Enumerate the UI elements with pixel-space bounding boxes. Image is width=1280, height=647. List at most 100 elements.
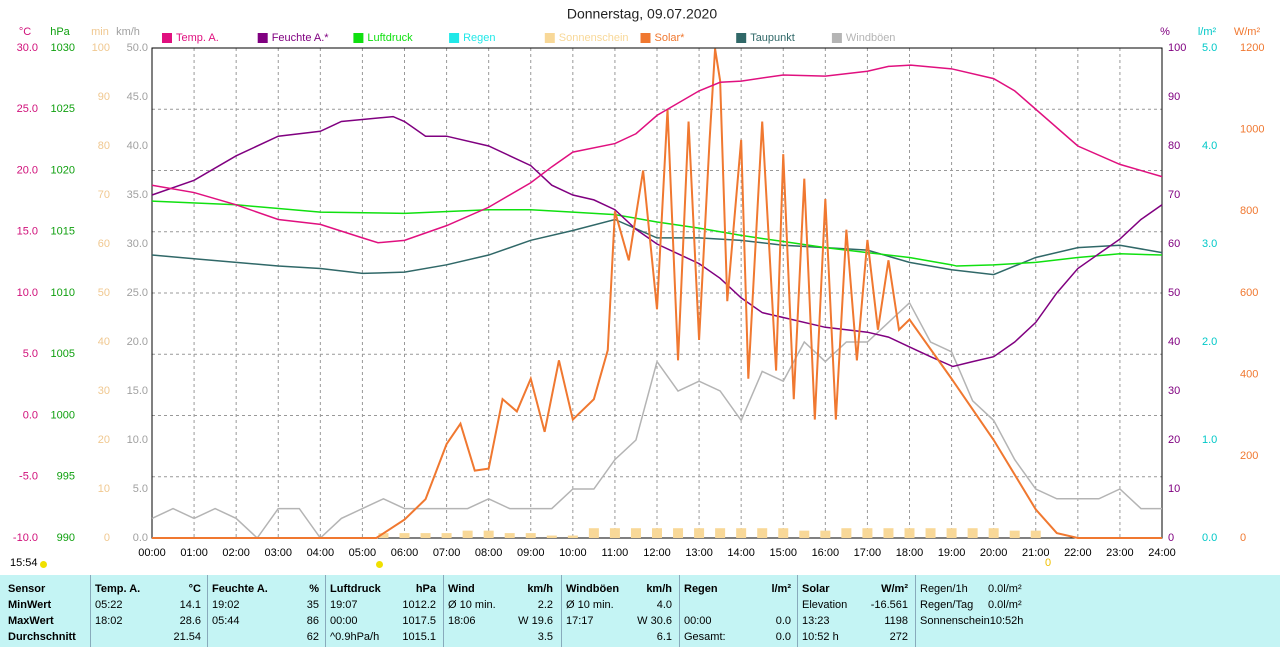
table-cell: Ø 10 min. <box>566 599 614 611</box>
y-tick-label: 30.0 <box>127 238 148 250</box>
y-tick-label: 0.0 <box>1202 532 1217 544</box>
table-cell: 1015.1 <box>402 631 436 643</box>
table-cell: MinWert <box>8 599 52 611</box>
sun-marker <box>376 561 383 568</box>
table-cell: W 19.6 <box>518 615 553 627</box>
table-header: Windböen <box>566 583 620 595</box>
table-cell: 19:07 <box>330 599 358 611</box>
table-cell: 2.2 <box>537 599 553 611</box>
sunshine-bar <box>546 535 557 538</box>
y-tick-label: 0.0 <box>133 532 148 544</box>
x-tick-label: 22:00 <box>1064 547 1092 559</box>
x-tick-label: 15:00 <box>769 547 797 559</box>
table-header: km/h <box>646 583 672 595</box>
table-cell: 28.6 <box>179 615 201 627</box>
table-cell: 1012.2 <box>402 599 436 611</box>
y-tick-label: 800 <box>1240 205 1258 217</box>
table-cell: 10:52 h <box>802 631 839 643</box>
axis-unit: min <box>91 26 109 38</box>
background <box>0 0 1280 575</box>
legend-swatch <box>449 33 460 43</box>
axis-unit: hPa <box>50 26 70 38</box>
y-tick-label: -10.0 <box>13 532 38 544</box>
sunshine-bar <box>588 528 599 538</box>
y-tick-label: 600 <box>1240 287 1258 299</box>
sunshine-bar <box>673 528 684 538</box>
table-header: Luftdruck <box>330 583 381 595</box>
table-header: Temp. A. <box>95 583 141 595</box>
x-tick-label: 11:00 <box>602 547 629 559</box>
table-cell: 35 <box>306 599 319 611</box>
x-tick-label: 09:00 <box>517 547 545 559</box>
legend-label: Solar* <box>655 32 686 44</box>
column-divider <box>679 575 680 647</box>
y-tick-label: 10 <box>1168 483 1180 495</box>
sunshine-bar <box>1009 530 1020 538</box>
table-cell: 18:02 <box>95 615 123 627</box>
table-cell: 05:44 <box>212 615 240 627</box>
legend-label: Luftdruck <box>367 32 413 44</box>
table-cell: 18:06 <box>448 615 476 627</box>
sunshine-bar <box>567 535 578 538</box>
legend-label: Windböen <box>846 32 896 44</box>
x-tick-label: 07:00 <box>433 547 461 559</box>
y-tick-label: 1010 <box>51 287 75 299</box>
x-tick-label: 10:00 <box>559 547 587 559</box>
table-header: Regen/1h <box>920 583 968 595</box>
series-line <box>152 48 1162 539</box>
legend-swatch <box>257 33 268 43</box>
y-tick-label: 1000 <box>1240 124 1264 136</box>
x-tick-label: 14:00 <box>727 547 755 559</box>
sunshine-bar <box>694 528 705 538</box>
table-header: l/m² <box>771 583 791 595</box>
sunshine-bar <box>399 533 410 538</box>
y-tick-label: 4.0 <box>1202 140 1217 152</box>
y-tick-label: 0 <box>1240 532 1246 544</box>
table-cell: 17:17 <box>566 615 594 627</box>
table-header: W/m² <box>881 583 908 595</box>
sunshine-bar <box>525 533 536 538</box>
y-tick-label: 1000 <box>51 409 75 421</box>
x-tick-label: 12:00 <box>643 547 671 559</box>
table-cell: 4.0 <box>656 599 672 611</box>
y-tick-label: 80 <box>98 140 110 152</box>
y-tick-label: 100 <box>1168 42 1186 54</box>
y-tick-label: 1020 <box>51 164 75 176</box>
table-cell: 62 <box>306 631 319 643</box>
table-header: Feuchte A. <box>212 583 268 595</box>
table-header: km/h <box>527 583 553 595</box>
y-tick-label: 90 <box>1168 91 1180 103</box>
column-divider <box>90 575 91 647</box>
y-tick-label: 50 <box>1168 287 1180 299</box>
sunshine-bar <box>946 528 957 538</box>
y-tick-label: 10 <box>98 483 110 495</box>
x-tick-label: 05:00 <box>349 547 377 559</box>
y-tick-label: 70 <box>98 189 110 201</box>
table-header: hPa <box>415 583 436 595</box>
y-tick-label: 50 <box>98 287 110 299</box>
y-tick-label: 45.0 <box>127 91 148 103</box>
y-tick-label: 70 <box>1168 189 1180 201</box>
table-cell: 0.0 <box>775 631 791 643</box>
y-tick-label: 0.0 <box>23 409 38 421</box>
x-tick-label: 18:00 <box>896 547 924 559</box>
y-tick-label: 60 <box>1168 238 1180 250</box>
sunshine-bar <box>652 528 662 538</box>
y-tick-label: 5.0 <box>1202 42 1217 54</box>
table-cell: Durchschnitt <box>8 631 76 643</box>
sunshine-bar <box>441 533 452 538</box>
table-cell: 19:02 <box>212 599 240 611</box>
x-tick-label: 00:00 <box>138 547 166 559</box>
sunshine-bar <box>883 528 894 538</box>
table-cell: Ø 10 min. <box>448 599 496 611</box>
y-tick-label: 0 <box>1168 532 1174 544</box>
y-tick-label: 1030 <box>51 42 75 54</box>
y-tick-label: 30 <box>98 385 110 397</box>
series-line <box>151 115 1163 368</box>
y-tick-label: 35.0 <box>127 189 148 201</box>
x-tick-label: 02:00 <box>222 547 250 559</box>
y-tick-label: 20 <box>1168 434 1180 446</box>
table-cell: Gesamt: <box>684 631 726 643</box>
sunshine-bar <box>715 528 726 538</box>
sunshine-bar <box>736 528 747 538</box>
